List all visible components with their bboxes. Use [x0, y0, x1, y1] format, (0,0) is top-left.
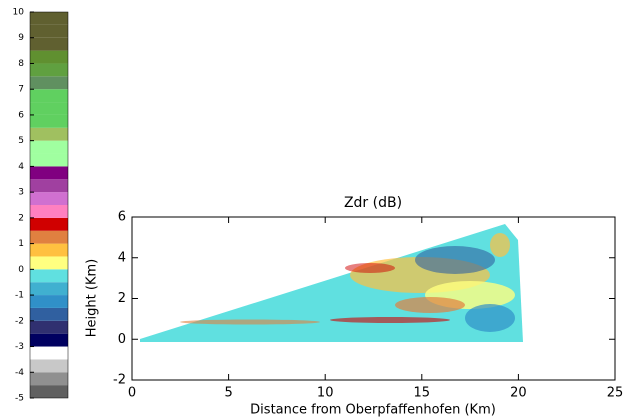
- colorbar-tick-label: 0: [18, 265, 24, 275]
- x-tick-label: 25: [607, 386, 624, 401]
- colorbar-segment: [30, 320, 68, 334]
- y-tick-label: -2: [113, 373, 126, 388]
- y-tick-label: 0: [118, 332, 126, 347]
- colorbar-tick-label: 10: [13, 8, 25, 18]
- echo-patch: [465, 304, 515, 332]
- colorbar-segment: [30, 256, 68, 270]
- colorbar-tick-label: -5: [15, 394, 24, 404]
- colorbar-tick-label: 4: [18, 162, 24, 172]
- x-tick-label: 15: [414, 386, 431, 401]
- colorbar-segment: [30, 205, 68, 218]
- colorbar-frame: [29, 11, 69, 399]
- echo-patch: [180, 319, 320, 325]
- echo-patch: [330, 317, 450, 323]
- colorbar-tick-label: -1: [15, 291, 24, 301]
- echo-patch: [415, 246, 495, 274]
- y-axis-title: Height (Km): [85, 259, 100, 337]
- x-tick-label: 0: [128, 386, 136, 401]
- colorbar-segment: [30, 63, 68, 77]
- colorbar-segment: [30, 192, 68, 205]
- echo-patch: [490, 233, 510, 257]
- colorbar-tick-label: 8: [18, 59, 24, 69]
- colorbar-segment: [30, 140, 68, 154]
- colorbar-tick-label: 5: [18, 136, 24, 146]
- echo-patch: [345, 263, 395, 273]
- radar-field: [140, 224, 523, 342]
- colorbar-segment: [30, 282, 68, 296]
- chart-title: Zdr (dB): [344, 195, 402, 211]
- x-tick-label: 10: [317, 386, 334, 401]
- x-tick-label: 5: [224, 386, 232, 401]
- colorbar-tick-label: -3: [15, 342, 24, 352]
- colorbar-tick-label: 9: [18, 33, 24, 43]
- colorbar-tick-label: 6: [18, 110, 24, 120]
- colorbar-segment: [30, 127, 68, 141]
- colorbar-segment: [30, 114, 68, 128]
- colorbar-segment: [30, 89, 68, 103]
- colorbar-segment: [30, 37, 68, 51]
- y-tick-label: 2: [118, 291, 126, 306]
- colorbar-segment: [30, 153, 68, 167]
- colorbar-segment: [30, 230, 68, 244]
- colorbar-segment: [30, 179, 68, 193]
- colorbar-segment: [30, 12, 68, 25]
- colorbar-segment: [30, 243, 68, 257]
- colorbar-segment: [30, 76, 68, 90]
- colorbar-segment: [30, 372, 68, 386]
- echo-patch: [395, 297, 465, 313]
- colorbar-segment: [30, 385, 68, 398]
- colorbar-segment: [30, 217, 68, 231]
- colorbar-segment: [30, 333, 68, 347]
- colorbar-segment: [30, 24, 68, 38]
- colorbar-tick-label: 3: [18, 188, 24, 198]
- colorbar-segment: [30, 269, 68, 283]
- x-axis-title: Distance from Oberpfaffenhofen (Km): [250, 403, 496, 418]
- colorbar-tick-label: -4: [15, 368, 24, 378]
- colorbar-segment: [30, 346, 68, 360]
- colorbar-segment: [30, 307, 68, 321]
- y-tick-label: 6: [118, 210, 126, 225]
- colorbar-segment: [30, 166, 68, 180]
- colorbar-tick-label: 7: [18, 85, 24, 95]
- colorbar-segment: [30, 359, 68, 373]
- colorbar-tick-label: 1: [18, 239, 24, 249]
- colorbar-segment: [30, 50, 68, 64]
- colorbar-segment: [30, 102, 68, 115]
- colorbar-segment: [30, 295, 68, 308]
- colorbar-tick-label: -2: [15, 316, 24, 326]
- colorbar-tick-label: 2: [18, 213, 24, 223]
- x-tick-label: 20: [510, 386, 527, 401]
- y-tick-label: 4: [118, 250, 126, 265]
